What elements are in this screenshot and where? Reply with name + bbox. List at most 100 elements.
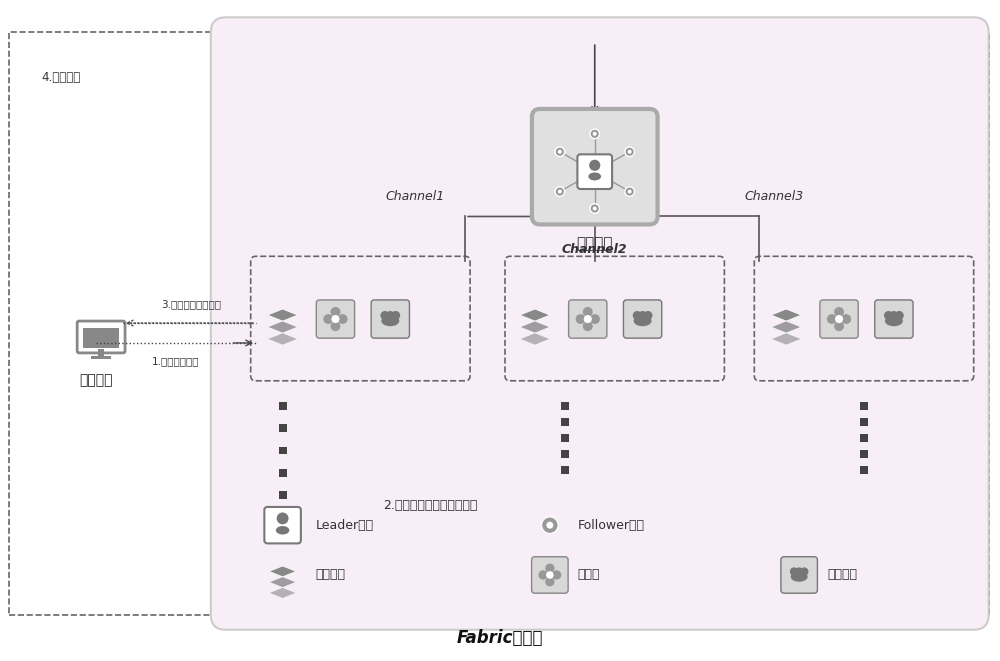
Text: Channel3: Channel3 [745,190,804,203]
Polygon shape [268,321,298,333]
Polygon shape [771,309,801,321]
Ellipse shape [634,315,652,327]
Bar [279,402,287,410]
Circle shape [593,206,597,210]
Ellipse shape [276,526,289,535]
Circle shape [323,314,333,324]
Polygon shape [771,321,801,333]
FancyBboxPatch shape [77,321,125,353]
Circle shape [895,311,904,320]
Circle shape [277,512,289,524]
Circle shape [380,311,389,320]
Circle shape [545,577,555,586]
Circle shape [538,570,548,580]
FancyBboxPatch shape [532,109,658,225]
Bar [83,328,119,348]
Bar [279,469,287,477]
Circle shape [834,321,844,331]
Polygon shape [268,333,298,345]
Circle shape [790,567,798,576]
Text: 3.返回模拟执行结果: 3.返回模拟执行结果 [161,299,221,309]
Bar [860,467,868,475]
Ellipse shape [791,572,808,582]
FancyBboxPatch shape [264,507,301,543]
Circle shape [889,311,898,320]
Text: 代理节点: 代理节点 [79,373,113,387]
Circle shape [546,522,553,529]
Circle shape [331,315,339,323]
Bar [860,450,868,458]
Circle shape [590,129,600,139]
Circle shape [834,307,844,317]
FancyBboxPatch shape [820,300,858,338]
Circle shape [338,314,348,324]
Circle shape [835,315,843,323]
Circle shape [546,571,554,579]
FancyBboxPatch shape [211,17,989,630]
Circle shape [583,321,593,331]
Polygon shape [520,333,550,345]
Bar [561,467,569,475]
FancyBboxPatch shape [316,300,355,338]
Circle shape [584,315,592,323]
Text: Leader节点: Leader节点 [316,519,374,531]
Ellipse shape [885,315,903,327]
Polygon shape [268,309,298,321]
Polygon shape [520,321,550,333]
Polygon shape [269,566,296,577]
FancyBboxPatch shape [569,300,607,338]
Text: Channel2: Channel2 [562,243,628,256]
FancyBboxPatch shape [577,154,612,189]
Circle shape [644,311,652,320]
Text: 4.提交交易: 4.提交交易 [42,71,81,83]
FancyBboxPatch shape [875,300,913,338]
Bar [561,434,569,442]
Circle shape [583,307,593,317]
Polygon shape [269,588,296,598]
Circle shape [884,311,893,320]
Circle shape [628,190,632,194]
Circle shape [331,321,340,331]
Text: 排序模块: 排序模块 [576,237,613,251]
Circle shape [841,314,851,324]
Circle shape [558,190,562,194]
Bar [860,418,868,426]
Circle shape [576,314,586,324]
Bar [561,418,569,426]
FancyBboxPatch shape [781,557,817,593]
Circle shape [633,311,642,320]
Text: 1.提交交易提案: 1.提交交易提案 [152,356,200,366]
Bar [279,447,287,455]
Text: Channel1: Channel1 [386,190,445,203]
Circle shape [589,160,600,171]
Ellipse shape [588,173,601,180]
Circle shape [545,564,555,573]
Circle shape [590,204,600,214]
Polygon shape [520,309,550,321]
Circle shape [628,150,632,154]
Bar [561,450,569,458]
Bar [561,402,569,410]
Bar [98,349,104,357]
Bar [279,424,287,432]
Circle shape [558,150,562,154]
Ellipse shape [381,315,399,327]
Circle shape [625,147,634,157]
Bar [91,356,111,359]
Text: 背书节点: 背书节点 [316,568,346,582]
Circle shape [541,517,558,533]
Circle shape [800,567,808,576]
FancyBboxPatch shape [532,557,568,593]
Bar [9,32,989,615]
FancyBboxPatch shape [371,300,409,338]
Polygon shape [771,333,801,345]
Circle shape [638,311,647,320]
Text: 2.模拟执行交易提案并签名: 2.模拟执行交易提案并签名 [383,499,477,512]
Text: Follower节点: Follower节点 [578,519,645,531]
Text: 记账节点: 记账节点 [827,568,857,582]
Circle shape [795,567,803,576]
FancyBboxPatch shape [623,300,662,338]
Bar [279,491,287,499]
Circle shape [590,314,600,324]
Circle shape [555,187,565,196]
